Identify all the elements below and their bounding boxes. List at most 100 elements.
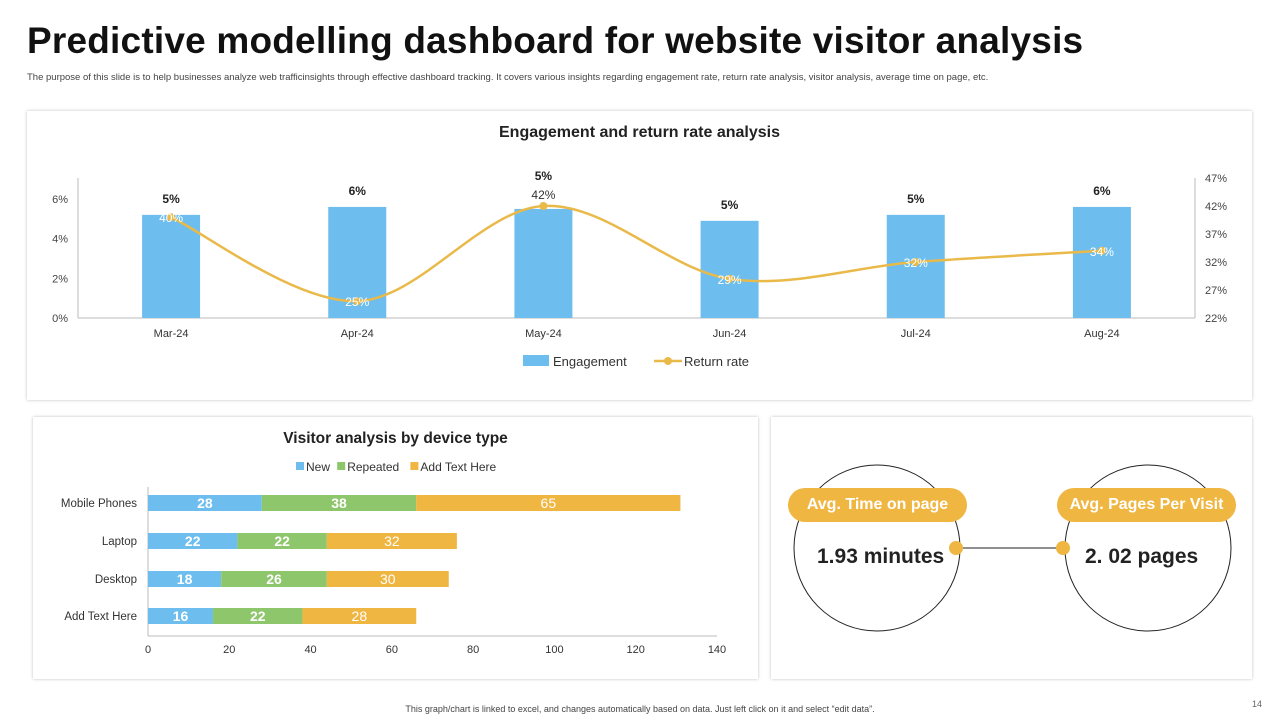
stacked-bar-segment (302, 608, 417, 624)
engagement-data-label: 6% (349, 184, 367, 198)
segment-data-label: 26 (266, 571, 282, 587)
x-tick-label: Mar-24 (154, 328, 189, 340)
page-subtitle: The purpose of this slide is to help bus… (27, 72, 989, 83)
kpi-value-time-on-page: 1.93 minutes (817, 545, 945, 568)
page-number: 14 (1252, 699, 1263, 709)
category-label: Add Text Here (64, 611, 137, 623)
stacked-bar-segment (326, 571, 449, 587)
x-tick-label: 40 (304, 644, 316, 656)
stacked-bar-segment (237, 533, 327, 549)
left-tick-label: 0% (52, 313, 68, 325)
left-tick-label: 2% (52, 273, 68, 285)
stacked-bar-segment (221, 571, 327, 587)
segment-data-label: 22 (185, 533, 201, 549)
return-rate-data-label: 42% (531, 188, 555, 202)
kpi-label-pages-per-visit: Avg. Pages Per Visit (1057, 488, 1236, 522)
legend-label: Add Text Here (420, 460, 496, 474)
x-tick-label: Aug-24 (1084, 328, 1119, 340)
legend-return-marker (664, 357, 672, 365)
return-rate-data-label: 40% (159, 211, 183, 225)
page-title: Predictive modelling dashboard for websi… (27, 20, 1084, 61)
x-tick-label: Jun-24 (713, 328, 747, 340)
stacked-bar-segment (261, 495, 417, 511)
x-tick-label: Jul-24 (901, 328, 931, 340)
stacked-bar-segment (148, 495, 262, 511)
right-tick-label: 42% (1205, 201, 1227, 213)
connector-dot (949, 541, 963, 555)
kpi-label-time-on-page: Avg. Time on page (788, 488, 967, 522)
right-tick-label: 47% (1205, 173, 1227, 185)
stacked-bar-segment (148, 608, 214, 624)
legend-swatch (410, 462, 419, 470)
segment-data-label: 22 (250, 608, 266, 624)
left-tick-label: 6% (52, 194, 68, 206)
return-rate-point (1097, 246, 1106, 255)
stacked-bar-segment (148, 571, 222, 587)
legend-swatch (337, 462, 346, 470)
stacked-bar-segment (416, 495, 681, 511)
x-tick-label: 0 (145, 644, 151, 656)
segment-data-label: 38 (331, 495, 347, 511)
x-tick-label: 20 (223, 644, 235, 656)
return-rate-point (167, 213, 176, 222)
x-tick-label: 120 (627, 644, 645, 656)
left-tick-label: 4% (52, 234, 68, 246)
engagement-bar (514, 208, 573, 318)
legend-swatch (296, 462, 304, 470)
segment-data-label: 28 (352, 608, 368, 624)
legend-label: New (306, 460, 330, 474)
x-tick-label: 80 (467, 644, 479, 656)
engagement-data-label: 6% (1093, 184, 1111, 198)
return-rate-point (353, 297, 362, 306)
return-rate-data-label: 29% (718, 273, 742, 287)
x-tick-label: 60 (386, 644, 398, 656)
return-rate-data-label: 25% (345, 295, 369, 309)
return-rate-point (539, 202, 548, 210)
legend-engagement-label: Engagement (553, 354, 627, 369)
legend-label: Repeated (347, 460, 399, 474)
stacked-bar-segment (148, 533, 238, 549)
connector-dot (1056, 541, 1070, 555)
engagement-data-label: 5% (721, 198, 739, 212)
segment-data-label: 18 (177, 571, 193, 587)
footer-note: This graph/chart is linked to excel, and… (405, 704, 875, 714)
engagement-chart-panel[interactable]: Engagement and return rate analysis (27, 111, 1252, 400)
right-tick-label: 22% (1205, 313, 1227, 325)
segment-data-label: 16 (173, 608, 189, 624)
engagement-data-label: 5% (535, 169, 553, 183)
stacked-bar-segment (213, 608, 303, 624)
return-rate-data-label: 34% (1090, 245, 1114, 259)
chart-title: Engagement and return rate analysis (499, 124, 780, 141)
chart-title: Visitor analysis by device type (283, 430, 508, 447)
right-tick-label: 32% (1205, 257, 1227, 269)
stacked-bar-segment (326, 533, 457, 549)
x-tick-label: Apr-24 (341, 328, 374, 340)
x-tick-label: 100 (545, 644, 563, 656)
segment-data-label: 28 (197, 495, 213, 511)
legend-engagement-swatch (523, 355, 549, 366)
engagement-bar (142, 214, 201, 318)
segment-data-label: 22 (274, 533, 290, 549)
engagement-data-label: 5% (162, 192, 180, 206)
segment-data-label: 30 (380, 571, 396, 587)
return-rate-point (725, 274, 734, 283)
return-rate-point (911, 258, 920, 266)
engagement-data-label: 5% (907, 192, 925, 206)
right-tick-label: 37% (1205, 229, 1227, 241)
right-tick-label: 27% (1205, 285, 1227, 297)
kpi-value-pages-per-visit: 2. 02 pages (1085, 545, 1199, 568)
segment-data-label: 32 (384, 533, 400, 549)
engagement-bar (886, 214, 945, 318)
legend-return-label: Return rate (684, 354, 749, 369)
category-label: Mobile Phones (61, 498, 137, 510)
return-rate-line (170, 204, 1102, 303)
category-label: Desktop (95, 574, 137, 586)
x-tick-label: May-24 (525, 328, 562, 340)
return-rate-data-label: 32% (904, 256, 928, 270)
x-tick-label: 140 (708, 644, 726, 656)
engagement-bar (1072, 206, 1131, 318)
category-label: Laptop (102, 536, 137, 548)
segment-data-label: 65 (541, 495, 557, 511)
engagement-bar (700, 220, 759, 318)
